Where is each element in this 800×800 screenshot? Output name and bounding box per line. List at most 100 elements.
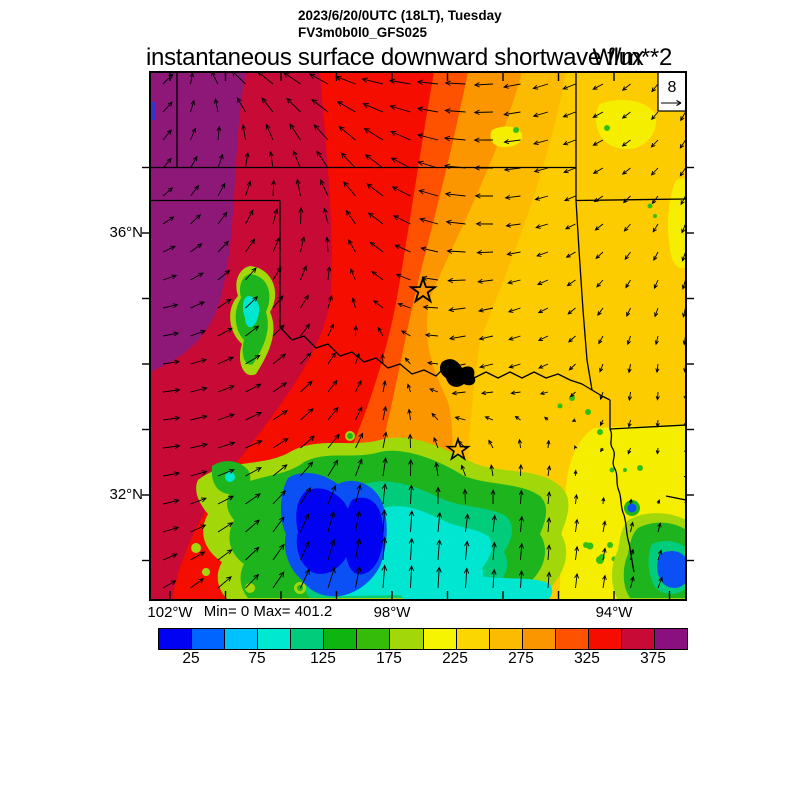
wind-arrow bbox=[272, 382, 288, 393]
wind-arrow bbox=[417, 160, 439, 169]
wind-arrow bbox=[657, 522, 662, 533]
wind-arrow bbox=[627, 447, 632, 455]
colorbar-tick-label: 75 bbox=[248, 650, 266, 667]
wind-arrow bbox=[162, 274, 178, 281]
wind-arrow bbox=[448, 307, 466, 313]
wind-arrow bbox=[508, 363, 521, 369]
wind-arrow bbox=[477, 278, 494, 284]
wind-arrow bbox=[343, 181, 356, 197]
wind-arrow bbox=[355, 406, 363, 421]
wind-arrow bbox=[444, 80, 466, 86]
main-title: instantaneous surface downward shortwave… bbox=[146, 44, 644, 71]
model-title: FV3m0b0l0_GFS025 bbox=[298, 25, 428, 40]
wind-arrow bbox=[162, 553, 178, 561]
wind-arrow bbox=[503, 166, 521, 172]
axis-ticks-outer bbox=[142, 166, 694, 562]
wind-arrow bbox=[454, 416, 466, 421]
wind-arrow bbox=[382, 405, 388, 421]
wind-arrow bbox=[327, 295, 333, 309]
wind-arrow bbox=[533, 167, 549, 173]
wind-arrow bbox=[361, 77, 384, 85]
wind-arrow bbox=[621, 139, 631, 147]
wind-arrow bbox=[300, 294, 309, 309]
wind-arrow bbox=[211, 73, 219, 85]
colorbar-segment bbox=[489, 629, 523, 649]
wind-arrow bbox=[313, 124, 329, 141]
wind-arrow bbox=[241, 124, 247, 141]
wind-arrow bbox=[574, 518, 579, 533]
wind-arrow bbox=[562, 111, 576, 118]
wind-arrow bbox=[436, 538, 442, 561]
wind-arrow bbox=[272, 543, 285, 561]
wind-arrow bbox=[601, 496, 606, 505]
wind-arrow bbox=[683, 364, 685, 373]
wind-arrow bbox=[546, 439, 551, 449]
colorbar-tick-label: 325 bbox=[574, 650, 600, 667]
wind-arrow bbox=[657, 549, 663, 561]
colorbar-segment bbox=[159, 629, 193, 649]
wind-arrow bbox=[424, 332, 439, 338]
wind-arrow bbox=[381, 509, 388, 533]
wind-arrow bbox=[340, 152, 356, 169]
wind-arrow bbox=[464, 513, 470, 533]
wind-vector-field bbox=[162, 73, 685, 589]
wind-arrow bbox=[502, 83, 521, 89]
wind-arrow bbox=[508, 335, 521, 341]
lat-label-36n: 36°N bbox=[109, 224, 143, 241]
colorbar-segment bbox=[192, 629, 226, 649]
wind-arrow bbox=[245, 493, 261, 505]
wind-arrow bbox=[594, 223, 604, 231]
wind-arrow bbox=[491, 514, 497, 533]
wind-arrow bbox=[473, 137, 494, 143]
wind-arrow bbox=[300, 540, 310, 561]
wind-arrow bbox=[300, 235, 306, 253]
border-missouri-arkansas-36p5n bbox=[575, 198, 685, 202]
cloud-east-cluster bbox=[586, 500, 685, 599]
wind-arrow bbox=[382, 457, 388, 477]
wind-arrow bbox=[373, 300, 384, 309]
wind-arrow bbox=[257, 73, 274, 85]
wind-arrow bbox=[216, 125, 222, 141]
wind-arrow bbox=[679, 139, 685, 149]
wind-arrow bbox=[190, 551, 206, 561]
wind-arrow bbox=[422, 304, 439, 310]
star-oklahoma-city bbox=[408, 275, 438, 304]
wind-arrow bbox=[488, 439, 494, 449]
wind-arrow bbox=[338, 126, 356, 141]
wind-arrow bbox=[336, 101, 356, 113]
reference-arrow-icon bbox=[661, 100, 682, 106]
wind-arrow bbox=[623, 223, 631, 232]
wind-arrow bbox=[621, 167, 631, 175]
wind-arrow bbox=[657, 576, 663, 589]
wind-arrow bbox=[363, 127, 384, 141]
wind-arrow bbox=[268, 150, 274, 169]
wind-arrow bbox=[681, 224, 685, 234]
wind-arrow bbox=[629, 521, 635, 533]
wind-arrow bbox=[245, 546, 260, 561]
wind-arrow bbox=[566, 279, 576, 287]
wind-arrow bbox=[574, 445, 578, 450]
wind-arrow bbox=[162, 415, 181, 421]
wind-arrow bbox=[162, 245, 176, 253]
wind-arrow bbox=[574, 572, 580, 589]
wind-arrow bbox=[562, 139, 576, 146]
flux-band-purple bbox=[151, 73, 246, 372]
wind-arrow bbox=[518, 542, 524, 561]
wind-arrow bbox=[626, 307, 631, 317]
star-dallas bbox=[445, 436, 471, 461]
wind-arrow bbox=[503, 111, 521, 117]
colorbar-segment bbox=[291, 629, 325, 649]
wind-arrow bbox=[429, 388, 439, 393]
wind-arrow bbox=[537, 335, 549, 341]
wind-arrow bbox=[364, 154, 384, 169]
wind-arrow bbox=[295, 178, 301, 197]
wind-arrow bbox=[316, 150, 329, 169]
wind-arrow bbox=[300, 568, 310, 589]
wind-arrow bbox=[443, 163, 466, 170]
river-red-river bbox=[279, 326, 611, 401]
units-label: W/m**2 bbox=[592, 44, 672, 71]
wind-arrow bbox=[418, 189, 439, 197]
wind-arrow bbox=[367, 212, 384, 225]
colorbar bbox=[158, 628, 688, 650]
wind-arrow bbox=[355, 509, 362, 533]
